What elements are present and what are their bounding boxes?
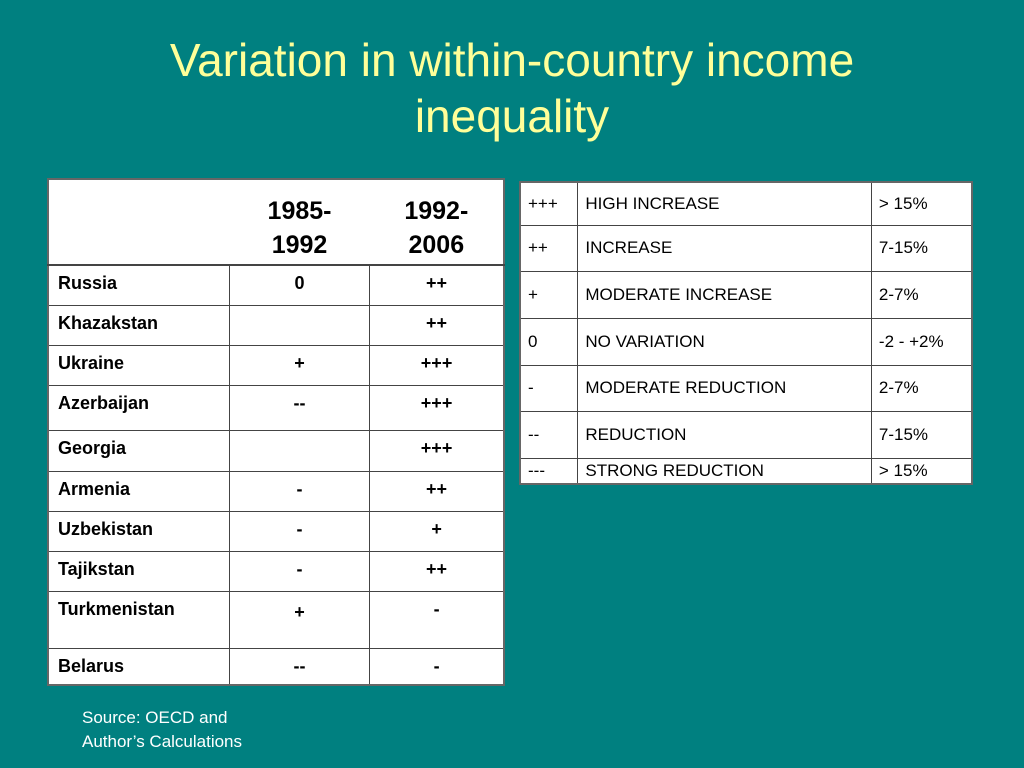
legend-symbol: -- (519, 410, 579, 459)
period-1-value: + (228, 344, 371, 386)
country-name: Russia (47, 264, 230, 306)
period-2-value: ++ (369, 550, 505, 592)
period-2-value: +++ (369, 429, 505, 472)
period-1-value: - (228, 470, 371, 512)
table-row: Khazakstan ++ (47, 304, 505, 346)
source-line-1: Source: OECD and (82, 708, 228, 727)
legend-symbol: --- (519, 457, 579, 485)
period-2-value: ++ (369, 304, 505, 346)
header-blank-cell (48, 179, 230, 266)
title-line-2: inequality (414, 90, 610, 142)
legend-meaning: NO VARIATION (577, 317, 872, 366)
legend-row: - MODERATE REDUCTION 2-7% (519, 364, 973, 412)
header-period-1-line-2: 1992 (271, 231, 328, 259)
slide-title: Variation in within-country income inequ… (40, 32, 984, 144)
header-period-1-line-1: 1985- (267, 197, 332, 225)
legend-symbol: +++ (519, 181, 579, 226)
country-name: Uzbekistan (47, 510, 230, 552)
table-row: Armenia - ++ (47, 470, 505, 512)
period-2-value: +++ (369, 384, 505, 431)
legend-row: -- REDUCTION 7-15% (519, 410, 973, 459)
table-row: Belarus -- - (47, 647, 505, 686)
legend-symbol: + (519, 270, 579, 319)
period-2-value: - (369, 590, 505, 649)
legend-table: +++ HIGH INCREASE > 15% ++ INCREASE 7-15… (519, 181, 973, 485)
header-period-2-line-1: 1992- (404, 197, 469, 225)
country-inequality-table: 1985- 1992 1992- 2006 Russia 0 ++ Khazak… (47, 178, 505, 686)
country-name: Turkmenistan (47, 590, 230, 649)
table-row: Russia 0 ++ (47, 264, 505, 306)
period-2-value: ++ (369, 264, 505, 306)
table-row: Turkmenistan + - (47, 590, 505, 649)
table-row: Ukraine + +++ (47, 344, 505, 386)
country-name: Azerbaijan (47, 384, 230, 431)
table-row: Georgia +++ (47, 429, 505, 472)
period-1-value: -- (228, 647, 371, 686)
period-1-value: 0 (228, 264, 371, 306)
legend-range: -2 - +2% (870, 317, 973, 366)
country-name: Khazakstan (47, 304, 230, 346)
country-name: Georgia (47, 429, 230, 472)
legend-range: 2-7% (870, 270, 973, 319)
period-1-value: - (228, 550, 371, 592)
legend-symbol: ++ (519, 224, 579, 272)
legend-range: 7-15% (870, 410, 973, 459)
legend-meaning: STRONG REDUCTION (577, 457, 872, 485)
legend-row: ++ INCREASE 7-15% (519, 224, 973, 272)
period-2-value: +++ (369, 344, 505, 386)
legend-meaning: INCREASE (577, 224, 872, 272)
legend-meaning: REDUCTION (577, 410, 872, 459)
legend-row: +++ HIGH INCREASE > 15% (519, 181, 973, 226)
period-1-value (228, 429, 371, 472)
period-2-value: + (369, 510, 505, 552)
legend-row: + MODERATE INCREASE 2-7% (519, 270, 973, 319)
period-1-value: - (228, 510, 371, 552)
country-name: Tajikstan (47, 550, 230, 592)
period-1-value: + (228, 590, 371, 649)
country-name: Belarus (47, 647, 230, 686)
period-2-value: ++ (369, 470, 505, 512)
table-row: Azerbaijan -- +++ (47, 384, 505, 431)
table-row: Uzbekistan - + (47, 510, 505, 552)
legend-range: > 15% (870, 457, 973, 485)
legend-range: 7-15% (870, 224, 973, 272)
legend-meaning: MODERATE REDUCTION (577, 364, 872, 412)
period-2-value: - (369, 647, 505, 686)
source-note: Source: OECD and Author’s Calculations (82, 706, 242, 754)
table-header-row: 1985- 1992 1992- 2006 (48, 179, 504, 266)
legend-range: 2-7% (870, 364, 973, 412)
legend-meaning: HIGH INCREASE (577, 181, 872, 226)
header-period-2: 1992- 2006 (369, 179, 504, 266)
country-name: Ukraine (47, 344, 230, 386)
legend-symbol: 0 (519, 317, 579, 366)
table-row: Tajikstan - ++ (47, 550, 505, 592)
header-period-1: 1985- 1992 (229, 179, 370, 266)
header-period-2-line-2: 2006 (408, 231, 465, 259)
period-1-value: -- (228, 384, 371, 431)
title-line-1: Variation in within-country income (169, 34, 855, 86)
source-line-2: Author’s Calculations (82, 732, 243, 751)
legend-row: --- STRONG REDUCTION > 15% (519, 457, 973, 485)
legend-row: 0 NO VARIATION -2 - +2% (519, 317, 973, 366)
country-name: Armenia (47, 470, 230, 512)
legend-range: > 15% (870, 181, 973, 226)
legend-meaning: MODERATE INCREASE (577, 270, 872, 319)
legend-symbol: - (519, 364, 579, 412)
period-1-value (228, 304, 371, 346)
